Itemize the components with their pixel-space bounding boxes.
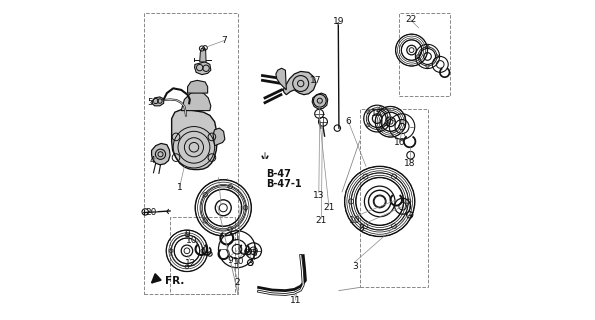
Polygon shape [200,48,206,62]
Text: B-47-1: B-47-1 [265,179,301,189]
Polygon shape [187,80,208,93]
Text: 16: 16 [394,138,406,147]
Text: 9: 9 [184,230,190,239]
Text: 5: 5 [148,98,153,107]
Text: 9: 9 [228,256,233,265]
Polygon shape [312,93,328,109]
Text: 1: 1 [177,183,183,192]
Text: 8: 8 [358,224,364,233]
Polygon shape [276,68,286,90]
Text: 3: 3 [247,259,253,268]
Text: 10: 10 [233,258,245,267]
Text: 20: 20 [145,208,156,217]
Text: 22: 22 [405,15,416,24]
Text: 19: 19 [333,17,345,26]
Text: 21: 21 [323,203,334,212]
Text: 8: 8 [252,250,258,259]
Text: 14: 14 [380,120,391,130]
Text: 18: 18 [404,159,415,168]
Text: B-47: B-47 [265,169,290,179]
Text: 13: 13 [313,190,325,200]
Bar [144,13,238,294]
Text: 10: 10 [186,236,198,245]
Bar [359,109,428,287]
Bar [170,217,236,294]
Text: 17: 17 [310,76,322,85]
Polygon shape [213,128,225,146]
Text: 3: 3 [352,262,358,271]
Polygon shape [181,92,211,111]
Polygon shape [171,109,217,170]
Text: 15: 15 [371,109,382,118]
Text: 7: 7 [221,36,227,45]
Text: 11: 11 [290,296,302,305]
Polygon shape [283,71,316,95]
Text: 21: 21 [316,216,327,225]
Bar [399,13,450,96]
Polygon shape [195,62,211,75]
Text: 2: 2 [234,278,240,287]
Text: 6: 6 [346,117,352,126]
Text: FR.: FR. [165,276,184,286]
Polygon shape [151,97,164,106]
Text: 4: 4 [149,156,155,164]
Text: 10: 10 [349,216,361,225]
Text: 12: 12 [185,259,196,268]
Polygon shape [152,143,170,165]
